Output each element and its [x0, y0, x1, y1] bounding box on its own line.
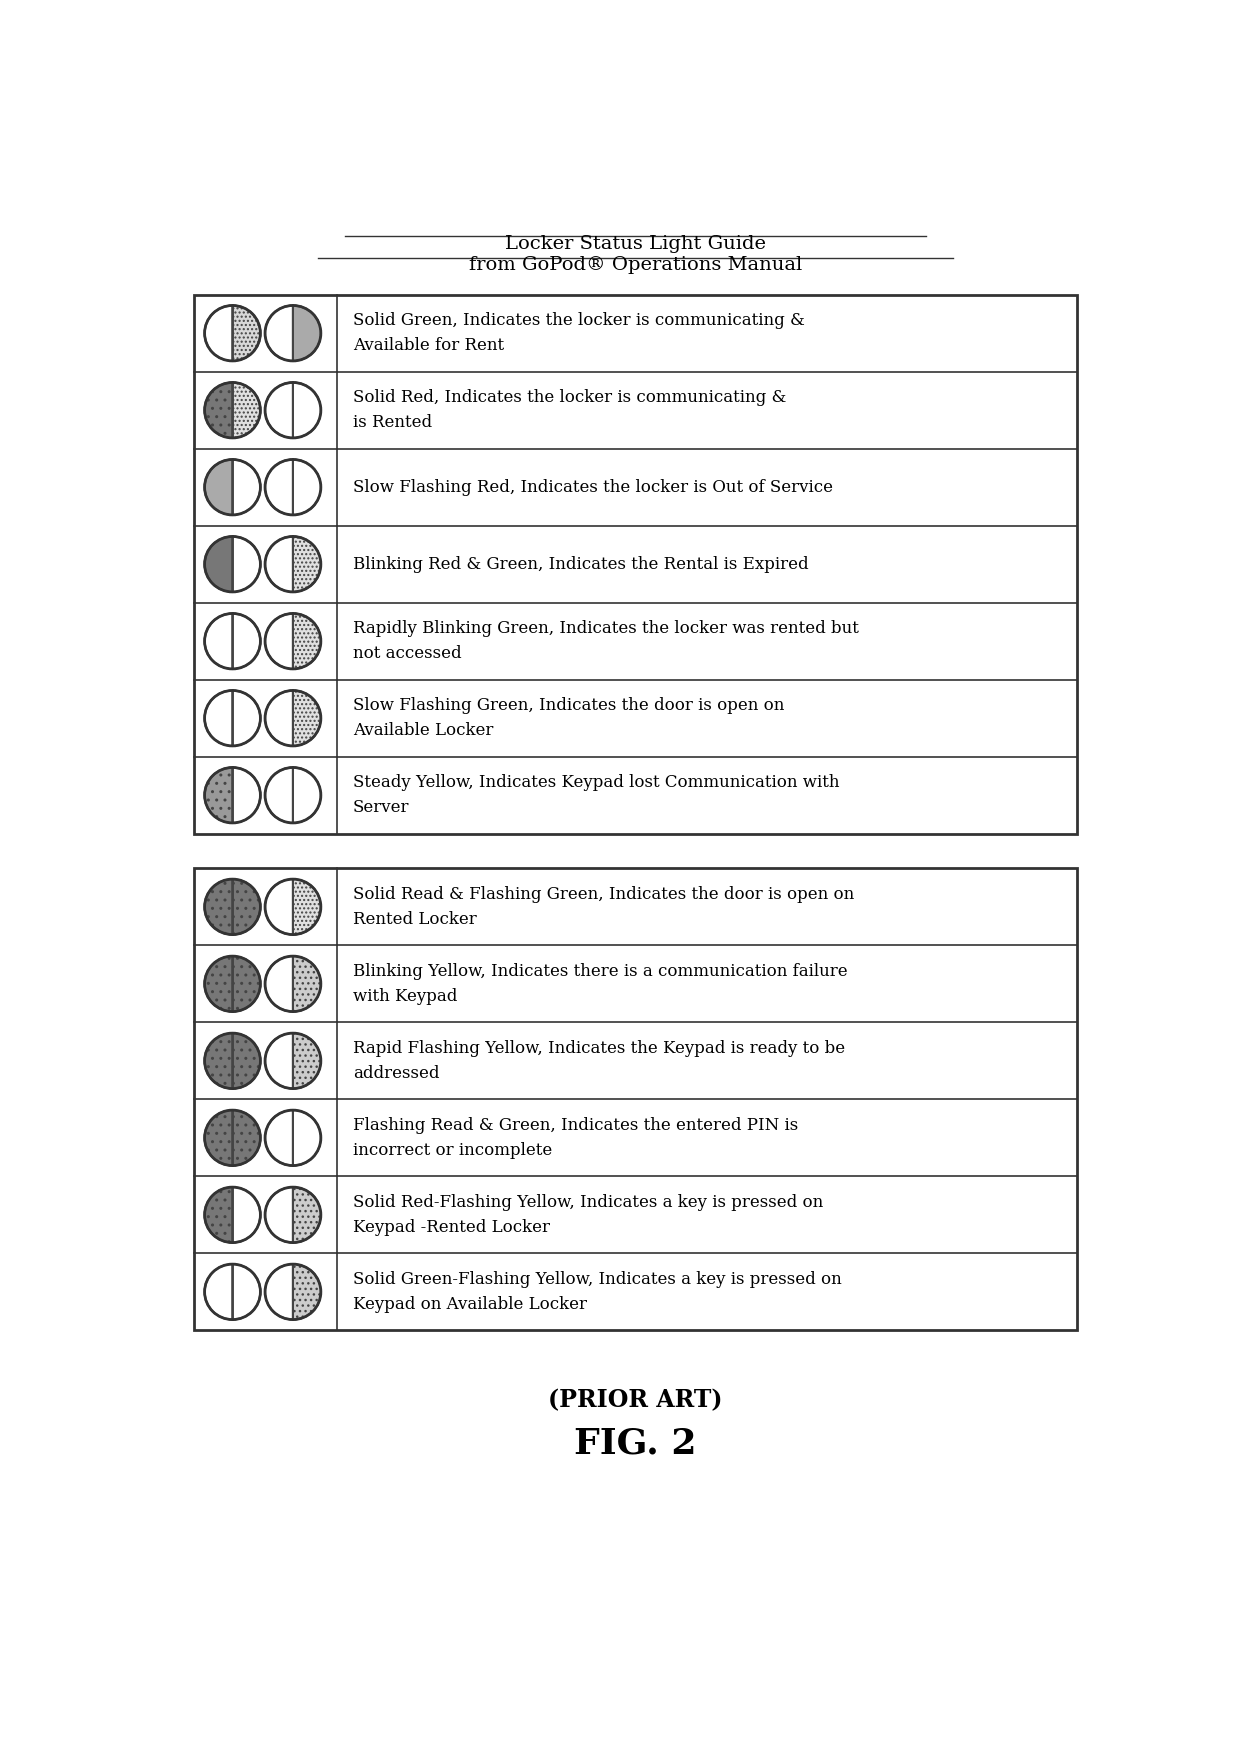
Text: (PRIOR ART): (PRIOR ART)	[548, 1388, 723, 1412]
Wedge shape	[205, 537, 233, 592]
Wedge shape	[233, 306, 260, 360]
Text: Locker Status Light Guide: Locker Status Light Guide	[505, 234, 766, 252]
Text: Slow Flashing Green, Indicates the door is open on
Available Locker: Slow Flashing Green, Indicates the door …	[352, 696, 784, 738]
Wedge shape	[293, 1186, 321, 1242]
Wedge shape	[233, 956, 260, 1012]
Wedge shape	[205, 691, 233, 746]
Wedge shape	[293, 956, 321, 1012]
Wedge shape	[265, 956, 293, 1012]
FancyBboxPatch shape	[193, 294, 1078, 833]
Text: Solid Read & Flashing Green, Indicates the door is open on
Rented Locker: Solid Read & Flashing Green, Indicates t…	[352, 886, 854, 928]
Wedge shape	[293, 768, 321, 822]
FancyBboxPatch shape	[193, 868, 1078, 1330]
Wedge shape	[205, 1032, 233, 1088]
Text: Flashing Read & Green, Indicates the entered PIN is
incorrect or incomplete: Flashing Read & Green, Indicates the ent…	[352, 1116, 797, 1158]
Wedge shape	[205, 383, 233, 438]
Text: Blinking Yellow, Indicates there is a communication failure
with Keypad: Blinking Yellow, Indicates there is a co…	[352, 963, 847, 1004]
Wedge shape	[293, 460, 321, 514]
Wedge shape	[265, 306, 293, 360]
Wedge shape	[205, 768, 233, 822]
Text: Steady Yellow, Indicates Keypad lost Communication with
Server: Steady Yellow, Indicates Keypad lost Com…	[352, 774, 839, 816]
Text: Blinking Red & Green, Indicates the Rental is Expired: Blinking Red & Green, Indicates the Rent…	[352, 556, 808, 572]
Wedge shape	[233, 614, 260, 668]
Wedge shape	[205, 614, 233, 668]
Wedge shape	[265, 1032, 293, 1088]
Wedge shape	[265, 383, 293, 438]
Wedge shape	[233, 1264, 260, 1320]
Wedge shape	[265, 1110, 293, 1166]
Wedge shape	[233, 691, 260, 746]
Wedge shape	[265, 614, 293, 668]
Wedge shape	[265, 1186, 293, 1242]
Wedge shape	[265, 537, 293, 592]
Wedge shape	[233, 878, 260, 934]
Text: Solid Red, Indicates the locker is communicating &
is Rented: Solid Red, Indicates the locker is commu…	[352, 388, 786, 430]
Wedge shape	[265, 691, 293, 746]
Wedge shape	[205, 878, 233, 934]
Text: Rapid Flashing Yellow, Indicates the Keypad is ready to be
addressed: Rapid Flashing Yellow, Indicates the Key…	[352, 1040, 844, 1082]
Wedge shape	[265, 878, 293, 934]
Wedge shape	[293, 691, 321, 746]
Text: Solid Red-Flashing Yellow, Indicates a key is pressed on
Keypad -Rented Locker: Solid Red-Flashing Yellow, Indicates a k…	[352, 1194, 823, 1235]
Wedge shape	[293, 614, 321, 668]
Wedge shape	[233, 383, 260, 438]
Text: Slow Flashing Red, Indicates the locker is Out of Service: Slow Flashing Red, Indicates the locker …	[352, 480, 832, 495]
Wedge shape	[293, 537, 321, 592]
Wedge shape	[205, 306, 233, 360]
Wedge shape	[265, 1264, 293, 1320]
Wedge shape	[293, 383, 321, 438]
Wedge shape	[205, 956, 233, 1012]
Wedge shape	[293, 1032, 321, 1088]
Wedge shape	[233, 1032, 260, 1088]
Wedge shape	[205, 1110, 233, 1166]
Text: FIG. 2: FIG. 2	[574, 1426, 697, 1461]
Wedge shape	[233, 768, 260, 822]
Wedge shape	[265, 460, 293, 514]
Wedge shape	[205, 1186, 233, 1242]
Wedge shape	[293, 878, 321, 934]
Text: Solid Green-Flashing Yellow, Indicates a key is pressed on
Keypad on Available L: Solid Green-Flashing Yellow, Indicates a…	[352, 1270, 842, 1312]
Wedge shape	[205, 1264, 233, 1320]
Wedge shape	[205, 460, 233, 514]
Wedge shape	[293, 306, 321, 360]
Wedge shape	[293, 1110, 321, 1166]
Text: Rapidly Blinking Green, Indicates the locker was rented but
not accessed: Rapidly Blinking Green, Indicates the lo…	[352, 620, 858, 662]
Wedge shape	[293, 1264, 321, 1320]
Text: from GoPod® Operations Manual: from GoPod® Operations Manual	[469, 255, 802, 275]
Wedge shape	[233, 460, 260, 514]
Wedge shape	[233, 1110, 260, 1166]
Wedge shape	[233, 1186, 260, 1242]
Wedge shape	[233, 537, 260, 592]
Text: Solid Green, Indicates the locker is communicating &
Available for Rent: Solid Green, Indicates the locker is com…	[352, 312, 805, 354]
Wedge shape	[265, 768, 293, 822]
